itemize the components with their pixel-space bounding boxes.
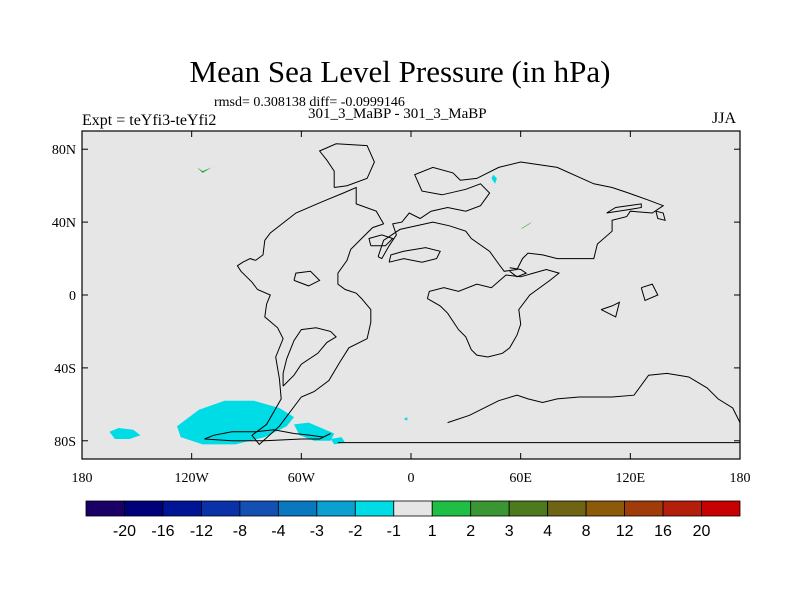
colorbar-swatch <box>124 500 164 517</box>
colorbar-swatch <box>85 500 125 517</box>
colorbar-label: -4 <box>271 523 285 540</box>
coastline-africa-south-loop <box>426 268 561 358</box>
chart-title: Mean Sea Level Pressure (in hPa) <box>189 54 611 89</box>
coastline-greenland <box>318 143 375 188</box>
coastline-iceland <box>368 234 394 247</box>
colorbar-label: 12 <box>616 523 634 540</box>
coastline-southeast-asia <box>600 301 621 318</box>
anomaly-south-pacific-west-low <box>109 428 141 439</box>
colorbar-label: -20 <box>113 523 136 540</box>
colorbar-label: 16 <box>654 523 672 540</box>
colorbar-swatch <box>277 500 318 517</box>
y-tick-label: 40S <box>54 362 76 377</box>
stats-line: rmsd= 0.308138 diff= -0.0999146 <box>214 95 405 110</box>
anomaly-central-asia-high <box>520 222 532 230</box>
colorbar-swatch <box>624 500 664 517</box>
y-tick-label: 80N <box>52 143 76 158</box>
coastline-black-caspian <box>509 267 528 278</box>
y-tick-label: 80S <box>54 435 76 450</box>
x-tick-label: 180 <box>72 471 93 486</box>
anomaly-southern-ocean-pacific-low <box>177 400 294 445</box>
y-tick-label: 40N <box>52 216 76 231</box>
colorbar-swatch <box>162 500 202 517</box>
x-tick-label: 60W <box>288 471 316 486</box>
colorbar-swatch <box>547 500 587 517</box>
colorbar-label: -16 <box>151 523 174 540</box>
anomaly-arctic-russia-low <box>491 174 497 184</box>
coastline-med-basin <box>388 247 441 263</box>
colorbar-label: 3 <box>505 523 514 540</box>
colorbar-label: 20 <box>693 523 711 540</box>
colorbar-label: 4 <box>543 523 552 540</box>
colorbar-swatch <box>393 500 433 517</box>
colorbar-swatch <box>239 500 279 517</box>
x-tick-label: 60E <box>509 471 532 486</box>
season-label: JJA <box>712 110 737 127</box>
colorbar-label: 1 <box>428 523 437 540</box>
colorbar-swatch <box>470 500 510 517</box>
y-tick-label: 0 <box>69 289 76 304</box>
coastline-antarctic-west-coast <box>204 429 331 442</box>
colorbar-label: 2 <box>466 523 475 540</box>
anomaly-atlantic-spot-low <box>403 417 408 421</box>
x-tick-label: 120W <box>175 471 210 486</box>
coastline-indonesia <box>640 283 659 302</box>
colorbar-swatch <box>316 500 356 517</box>
map-background <box>82 131 740 459</box>
colorbar-swatch <box>201 500 241 517</box>
x-tick-label: 180 <box>730 471 751 486</box>
colorbar-swatch <box>431 500 472 517</box>
anomaly-arctic-pacific-high <box>197 167 212 173</box>
coastline-japan-arc <box>606 203 642 214</box>
colorbar-label: 8 <box>582 523 591 540</box>
colorbar-swatch <box>585 500 625 517</box>
colorbar-swatch <box>662 500 702 517</box>
x-tick-label: 120E <box>616 471 646 486</box>
colorbar-label: -12 <box>190 523 213 540</box>
colorbar-label: -2 <box>348 523 362 540</box>
runs-line: 301_3_MaBP - 301_3_MaBP <box>308 106 487 122</box>
coastline-hudson-island <box>293 270 321 287</box>
experiment-label: Expt = teYfi3-teYfi2 <box>82 112 217 129</box>
colorbar-label: -3 <box>310 523 324 540</box>
coastline-africa-eurasia-outline <box>377 161 665 272</box>
x-tick-label: 0 <box>408 471 415 486</box>
colorbar-swatch <box>701 500 741 517</box>
colorbar-label: -1 <box>387 523 401 540</box>
coastline-kamchatka <box>655 210 666 221</box>
coastline-south-america-inner <box>282 327 337 387</box>
colorbar-swatch <box>354 500 395 517</box>
coastline-antarctic-east-coast <box>337 372 741 444</box>
colorbar-label: -8 <box>233 523 247 540</box>
colorbar-swatch <box>508 500 549 517</box>
coastline-americas-outline <box>236 186 385 446</box>
